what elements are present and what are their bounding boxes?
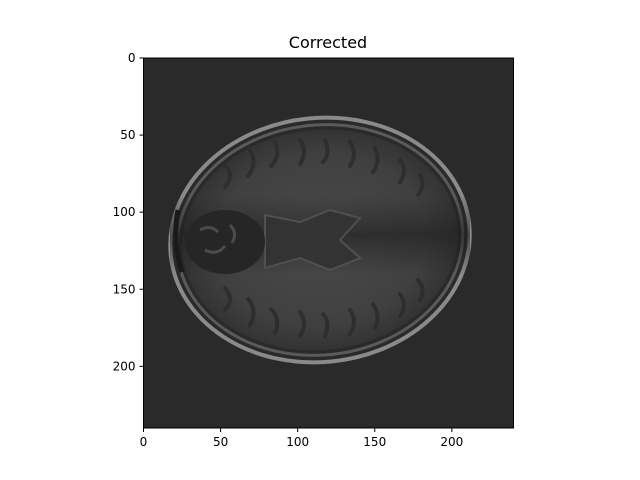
x-tick-label: 0 — [140, 435, 148, 449]
frontal-folds — [199, 223, 237, 254]
ventricles — [264, 208, 362, 272]
frontal-dark-region — [185, 210, 265, 274]
y-tick-label: 0 — [128, 51, 136, 65]
axes-frame — [143, 57, 514, 429]
y-tick-label: 100 — [113, 205, 136, 219]
y-tick-label: 150 — [113, 282, 136, 296]
cortical-folds — [223, 138, 425, 338]
mri-image — [143, 58, 514, 428]
y-tick-label: 50 — [120, 128, 135, 142]
left-rim — [173, 209, 185, 273]
y-tick-label: 200 — [113, 359, 136, 373]
x-tick-label: 150 — [363, 435, 386, 449]
figure-title: Corrected — [289, 33, 367, 52]
x-axis: 0 50 100 150 200 — [140, 428, 463, 449]
y-axis: 0 50 100 150 200 — [113, 51, 144, 373]
x-tick-label: 100 — [286, 435, 309, 449]
x-tick-label: 50 — [213, 435, 228, 449]
x-tick-label: 200 — [440, 435, 463, 449]
